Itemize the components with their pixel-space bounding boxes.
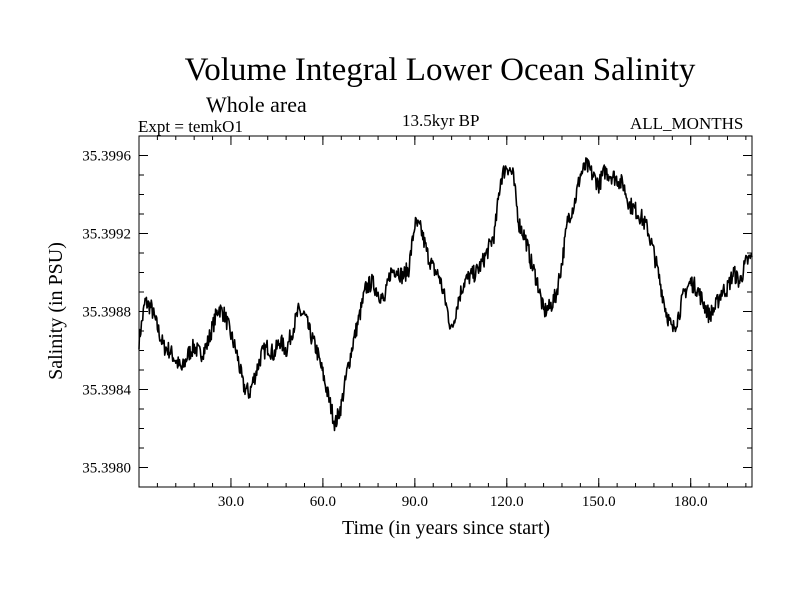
y-tick-label: 35.3992 [82, 227, 131, 243]
x-tick-label: 150.0 [582, 494, 616, 510]
x-tick-label: 90.0 [402, 494, 428, 510]
x-tick-label: 180.0 [674, 494, 708, 510]
x-tick-label: 30.0 [218, 494, 244, 510]
x-tick-label: 120.0 [490, 494, 524, 510]
y-tick-label: 35.3988 [82, 305, 131, 321]
y-tick-label: 35.3980 [82, 461, 131, 477]
experiment-label: Expt = temkO1 [138, 117, 243, 136]
chart-title: Volume Integral Lower Ocean Salinity [184, 52, 696, 88]
y-axis-title: Salinity (in PSU) [45, 242, 67, 380]
y-tick-label: 35.3996 [82, 149, 131, 165]
tick-labels: 30.0 60.0 90.0 120.0 150.0 180.0 35.3980 35.398… [82, 149, 707, 511]
x-tick-label: 60.0 [310, 494, 336, 510]
months-label: ALL_MONTHS [630, 114, 744, 133]
plot-area [138, 135, 753, 488]
plot-frame [138, 135, 753, 488]
chart-subtitle: Whole area [206, 92, 307, 117]
series-line-salinity [138, 157, 753, 432]
axis-ticks [139, 136, 752, 487]
period-label: 13.5kyr BP [402, 111, 480, 130]
x-axis-title: Time (in years since start) [342, 517, 550, 539]
y-tick-label: 35.3984 [82, 383, 131, 399]
